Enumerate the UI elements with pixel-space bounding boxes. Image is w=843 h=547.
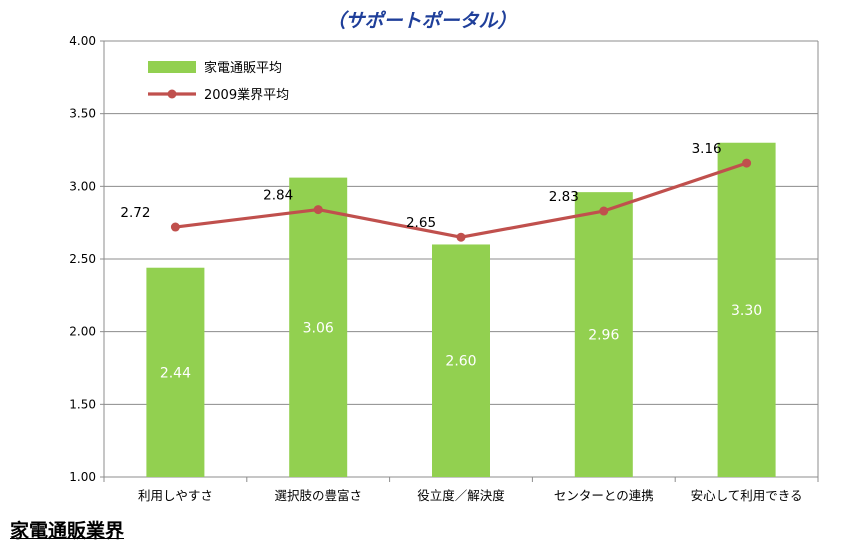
line-point	[742, 158, 752, 168]
bar-data-label: 2.96	[588, 328, 619, 344]
y-tick-label: 3.50	[69, 107, 96, 121]
bar	[432, 244, 490, 477]
x-tick-label: 安心して利用できる	[691, 488, 803, 503]
bar-series: 2.44 3.06 2.60 2.96 3.30	[146, 142, 776, 477]
legend: 家電通販平均 2009業界平均	[148, 60, 289, 103]
legend-marker	[167, 89, 177, 99]
y-tick-label: 1.00	[69, 470, 96, 484]
footer-label: 家電通販業界	[10, 520, 125, 542]
bar	[717, 142, 776, 477]
bar	[289, 177, 348, 477]
x-tick-label: 選択肢の豊富さ	[274, 488, 362, 503]
bar	[146, 267, 205, 477]
axes: 1.00 1.50 2.00 2.50 3.00 3.50 4.00 利用しやすさ 選択肢の豊富…	[69, 34, 819, 503]
line-point	[456, 232, 466, 242]
line-point	[170, 222, 180, 232]
line-data-label: 3.16	[692, 141, 722, 157]
bar	[574, 192, 633, 477]
bar-data-label: 2.44	[160, 365, 191, 381]
line-data-label: 2.72	[120, 205, 150, 221]
series-line	[175, 161, 748, 239]
y-tick-label: 2.00	[69, 325, 96, 339]
bar-data-label: 3.06	[303, 320, 334, 336]
chart-title: （サポートポータル）	[326, 10, 517, 32]
line-point	[313, 205, 323, 215]
x-tick-label: 役立度／解決度	[417, 488, 505, 503]
legend-label: 2009業界平均	[204, 87, 289, 103]
bar-data-label: 2.60	[445, 354, 476, 370]
y-tick-label: 4.00	[69, 34, 96, 48]
line-data-label: 2.83	[549, 189, 579, 205]
x-tick-label: センターとの連携	[554, 488, 654, 503]
bar-data-label: 3.30	[731, 303, 762, 319]
line-point	[599, 206, 609, 216]
y-tick-label: 3.00	[69, 179, 96, 193]
line-data-label: 2.84	[263, 188, 293, 204]
line-data-label: 2.65	[406, 215, 436, 231]
line-series: 2.72 2.84 2.65 2.83 3.16	[120, 141, 752, 242]
y-tick-label: 1.50	[69, 397, 96, 411]
legend-label: 家電通販平均	[204, 60, 282, 76]
y-tick-label: 2.50	[69, 252, 96, 266]
legend-swatch-bar	[148, 61, 196, 73]
x-tick-label: 利用しやすさ	[138, 488, 213, 503]
